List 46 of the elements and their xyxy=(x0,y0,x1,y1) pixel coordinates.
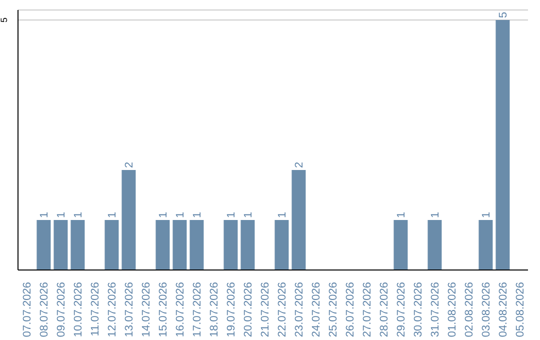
data-label: 1 xyxy=(174,212,187,218)
x-tick-label: 05.08.2026 xyxy=(514,282,526,338)
x-tick-label: 18.07.2026 xyxy=(208,282,220,338)
data-label: 1 xyxy=(396,212,408,218)
x-tick-label: 10.07.2026 xyxy=(72,282,84,338)
x-tick-label: 21.07.2026 xyxy=(260,282,272,338)
x-tick-label: 27.07.2026 xyxy=(362,282,374,338)
x-tick-label: 23.07.2026 xyxy=(294,282,306,338)
x-tick-label: 30.07.2026 xyxy=(412,282,424,338)
data-label: 1 xyxy=(158,212,170,218)
data-label: 1 xyxy=(226,212,238,218)
data-label: 1 xyxy=(106,212,119,218)
data-label: 1 xyxy=(430,212,442,218)
x-tick-label: 17.07.2026 xyxy=(192,282,204,338)
x-tick-label: 25.07.2026 xyxy=(328,282,340,338)
x-tick-label: 15.07.2026 xyxy=(158,282,170,338)
x-tick-label: 14.07.2026 xyxy=(140,282,152,338)
data-label: 2 xyxy=(124,162,136,168)
x-tick-label: 19.07.2026 xyxy=(226,282,238,338)
x-tick-label: 01.08.2026 xyxy=(446,282,458,338)
data-label: 1 xyxy=(72,212,85,218)
data-label: 5 xyxy=(498,12,510,18)
data-label: 1 xyxy=(56,212,68,218)
data-label: 1 xyxy=(192,212,204,218)
x-tick-label: 26.07.2026 xyxy=(344,282,356,338)
x-tick-label: 16.07.2026 xyxy=(174,282,186,338)
x-tick-label: 31.07.2026 xyxy=(430,282,442,338)
x-tick-label: 09.07.2026 xyxy=(56,282,68,338)
x-tick-label: 24.07.2026 xyxy=(310,282,322,338)
data-label: 1 xyxy=(242,212,255,218)
data-label: 2 xyxy=(294,162,306,168)
x-tick-label: 08.07.2026 xyxy=(38,282,50,338)
data-label: 1 xyxy=(38,212,51,218)
x-tick-label: 13.07.2026 xyxy=(124,282,136,338)
x-tick-label: 04.08.2026 xyxy=(498,282,510,338)
x-tick-label: 28.07.2026 xyxy=(378,282,390,338)
data-label: 1 xyxy=(480,212,493,218)
x-tick-label: 02.08.2026 xyxy=(464,282,476,338)
data-label: 1 xyxy=(276,212,289,218)
x-tick-label: 22.07.2026 xyxy=(276,282,288,338)
x-tick-label: 03.08.2026 xyxy=(480,282,492,338)
x-tick-label: 12.07.2026 xyxy=(106,282,118,338)
x-tick-label: 11.07.2026 xyxy=(90,282,102,336)
x-tick-label: 29.07.2026 xyxy=(396,282,408,338)
x-tick-label: 07.07.2026 xyxy=(22,282,34,338)
x-tick-label: 20.07.2026 xyxy=(242,282,254,338)
